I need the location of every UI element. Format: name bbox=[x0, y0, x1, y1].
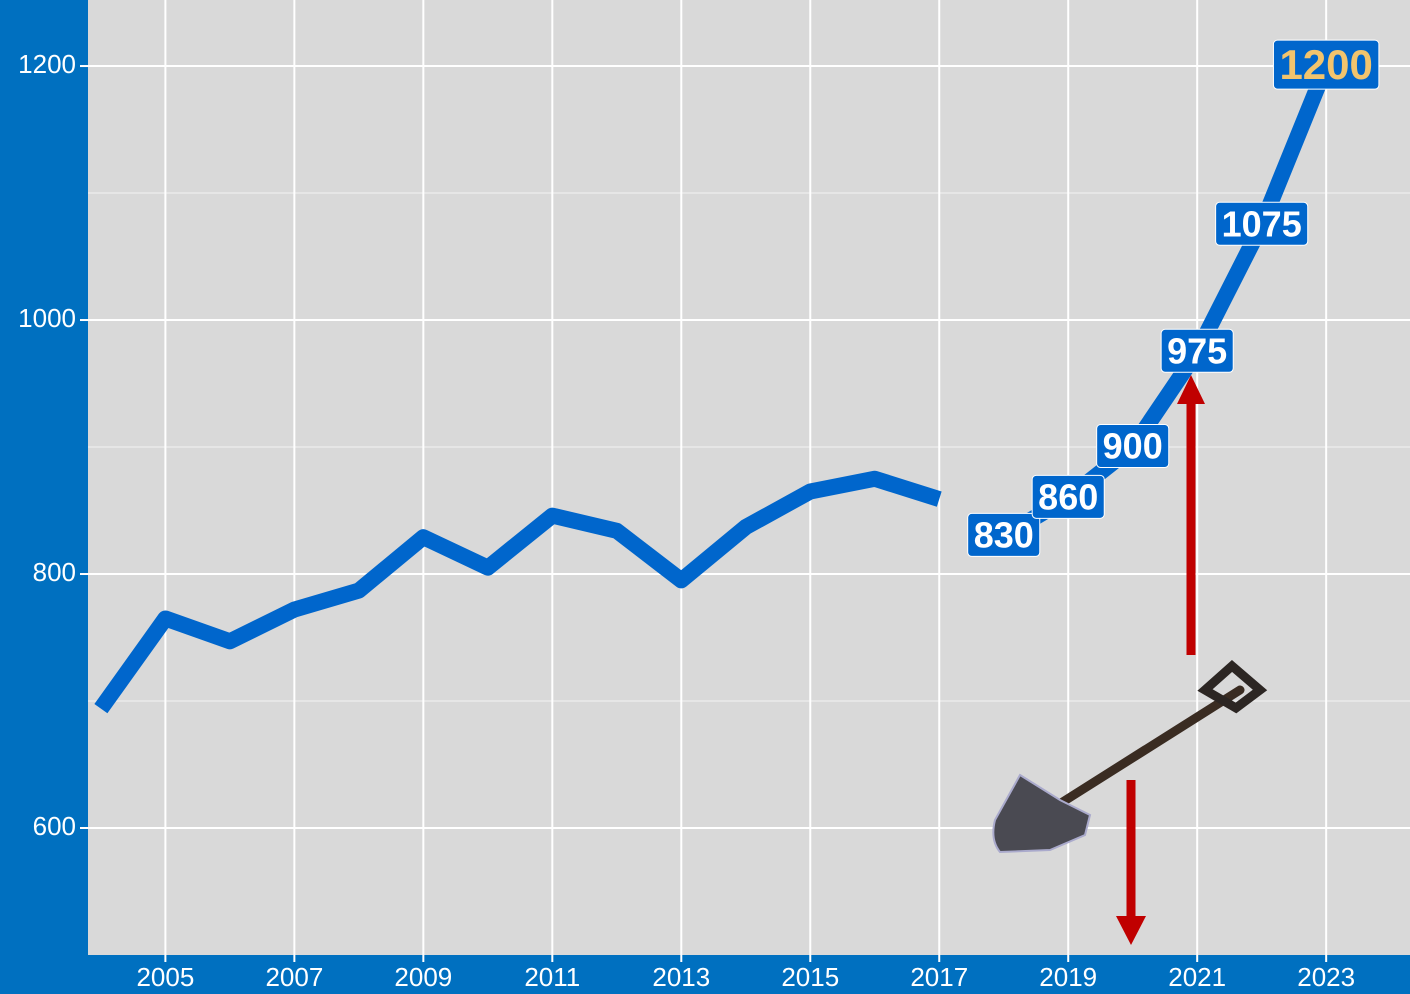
data-label: 1200 bbox=[1272, 39, 1380, 90]
data-label-box bbox=[1096, 424, 1170, 469]
x-tick-label: 2019 bbox=[1039, 962, 1097, 992]
y-tick-label: 800 bbox=[33, 557, 76, 587]
data-label: 975 bbox=[1160, 328, 1234, 373]
grid bbox=[80, 0, 1410, 962]
line bbox=[94, 470, 942, 714]
plot-area bbox=[88, 0, 1410, 955]
data-label-box bbox=[967, 512, 1041, 557]
y-tick-label: 1000 bbox=[18, 303, 76, 333]
x-tick-label: 2013 bbox=[652, 962, 710, 992]
data-label-text: 1075 bbox=[1222, 203, 1302, 244]
data-label: 860 bbox=[1031, 474, 1105, 519]
x-tick-label: 2017 bbox=[910, 962, 968, 992]
x-tick-label: 2011 bbox=[524, 962, 580, 992]
x-tick-label: 2015 bbox=[781, 962, 839, 992]
data-label: 830 bbox=[967, 512, 1041, 557]
data-label-text: 975 bbox=[1167, 330, 1227, 371]
data-label: 1075 bbox=[1215, 201, 1309, 246]
data-label: 900 bbox=[1096, 424, 1170, 469]
data-label-box bbox=[1215, 201, 1309, 246]
shovel bbox=[992, 660, 1268, 854]
x-tick-label: 2021 bbox=[1168, 962, 1226, 992]
arrows bbox=[1116, 375, 1205, 945]
data-label-text: 830 bbox=[974, 514, 1034, 555]
data-label-text: 1200 bbox=[1279, 41, 1372, 88]
y-tick-label: 600 bbox=[33, 811, 76, 841]
x-tick-label: 2009 bbox=[394, 962, 452, 992]
x-tick-label: 2005 bbox=[136, 962, 194, 992]
x-tick-label: 2007 bbox=[265, 962, 323, 992]
data-label-box bbox=[1031, 474, 1105, 519]
x-tick-label: 2023 bbox=[1297, 962, 1355, 992]
data-label-text: 900 bbox=[1103, 426, 1163, 467]
y-tick-label: 1200 bbox=[18, 49, 76, 79]
labels: 600 800 1000 1200 2005 2007 2009 2011 2013 2015 20… bbox=[18, 39, 1380, 992]
data-label-box bbox=[1272, 39, 1380, 90]
data-label-box bbox=[1160, 328, 1234, 373]
data-label-text: 860 bbox=[1038, 476, 1098, 517]
